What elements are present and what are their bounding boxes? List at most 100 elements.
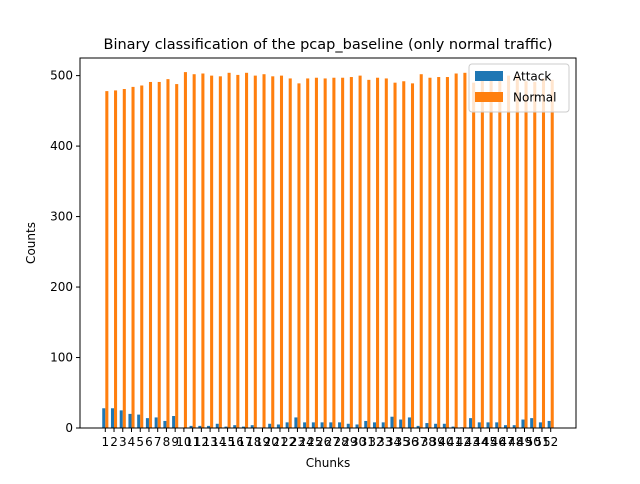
x-tick-label-14: 14: [211, 435, 226, 449]
bar-normal-11: [192, 74, 196, 429]
bar-normal-46: [498, 78, 502, 428]
bar-attack-20: [268, 423, 272, 428]
x-tick-label-27: 27: [325, 435, 340, 449]
bar-normal-13: [210, 75, 214, 429]
x-tick-label-4: 4: [128, 435, 136, 449]
bar-normal-20: [271, 76, 275, 428]
x-tick-label-12: 12: [194, 435, 209, 449]
x-tick-label-44: 44: [473, 435, 488, 449]
bar-attack-23: [294, 417, 298, 428]
x-tick-label-1: 1: [101, 435, 109, 449]
bar-normal-45: [489, 77, 493, 428]
bar-normal-34: [393, 82, 397, 429]
x-tick-label-25: 25: [307, 435, 322, 449]
bar-attack-33: [381, 422, 385, 428]
bar-attack-28: [338, 422, 342, 428]
bar-normal-32: [376, 77, 380, 428]
bar-normal-52: [550, 79, 554, 428]
bar-attack-1: [102, 408, 106, 428]
x-tick-label-11: 11: [185, 435, 200, 449]
y-tick-label-200: 200: [50, 280, 73, 294]
bar-attack-38: [425, 423, 429, 428]
bar-attack-40: [442, 423, 446, 428]
x-tick-label-47: 47: [499, 435, 514, 449]
x-tick-label-49: 49: [517, 435, 532, 449]
bar-normal-25: [314, 77, 318, 428]
x-tick-label-15: 15: [220, 435, 235, 449]
bar-normal-31: [367, 79, 371, 428]
x-tick-label-41: 41: [447, 435, 462, 449]
x-tick-label-23: 23: [290, 435, 305, 449]
x-tick-label-26: 26: [316, 435, 331, 449]
bar-normal-14: [218, 76, 222, 428]
bar-normal-12: [201, 73, 205, 428]
x-tick-label-52: 52: [543, 435, 558, 449]
bar-attack-32: [372, 422, 377, 428]
bar-attack-30: [355, 424, 359, 428]
x-tick-label-7: 7: [154, 435, 162, 449]
bar-attack-37: [416, 425, 420, 428]
bar-attack-50: [530, 418, 534, 428]
bar-attack-48: [512, 425, 516, 428]
bar-attack-3: [119, 410, 123, 428]
bar-normal-39: [437, 77, 441, 428]
x-axis-label: Chunks: [306, 456, 350, 470]
legend-swatch-normal: [475, 92, 503, 102]
bar-normal-41: [454, 73, 458, 428]
bar-normal-10: [183, 72, 187, 428]
x-tick-label-31: 31: [360, 435, 375, 449]
bar-normal-29: [349, 77, 353, 428]
bar-attack-47: [503, 425, 508, 428]
bar-normal-18: [253, 75, 257, 429]
bar-normal-9: [175, 84, 179, 428]
bar-normal-47: [507, 75, 511, 429]
legend-label-attack: Attack: [513, 70, 551, 84]
x-tick-label-50: 50: [526, 435, 541, 449]
x-tick-label-29: 29: [342, 435, 357, 449]
bar-normal-38: [428, 77, 432, 428]
x-tick-label-22: 22: [281, 435, 296, 449]
bar-attack-25: [311, 422, 315, 428]
y-tick-label-500: 500: [50, 69, 73, 83]
bar-normal-6: [148, 81, 153, 429]
x-tick-label-30: 30: [351, 435, 366, 449]
bar-normal-26: [323, 78, 327, 428]
chart-title: Binary classification of the pcap_baseli…: [104, 37, 553, 53]
x-tick-label-3: 3: [119, 435, 127, 449]
bar-normal-37: [419, 74, 423, 429]
bar-attack-9: [172, 416, 176, 428]
bar-attack-14: [215, 423, 219, 428]
bar-attack-8: [163, 420, 167, 428]
bar-attack-24: [303, 422, 307, 428]
bar-normal-36: [410, 83, 415, 429]
x-tick-label-36: 36: [403, 435, 418, 449]
bar-attack-44: [477, 422, 481, 428]
bar-normal-44: [480, 78, 484, 428]
bar-attack-35: [399, 419, 403, 428]
x-tick-label-24: 24: [299, 435, 314, 449]
bar-normal-1: [105, 91, 109, 429]
bar-normal-43: [472, 82, 476, 429]
legend-swatch-attack: [475, 71, 503, 81]
bar-normal-22: [288, 78, 292, 428]
y-tick-label-0: 0: [65, 421, 73, 435]
y-axis: 0 100 200 300 400 500: [50, 69, 80, 435]
bar-normal-7: [157, 81, 161, 429]
bar-normal-49: [524, 81, 528, 428]
bar-attack-31: [364, 420, 368, 428]
x-tick-label-45: 45: [482, 435, 497, 449]
x-tick-label-9: 9: [171, 435, 179, 449]
x-axis: 1 2 3 4 5 6 7 8 91011121314151617181920212223242…: [101, 428, 558, 449]
x-tick-label-20: 20: [264, 435, 279, 449]
bar-normal-4: [131, 86, 135, 429]
x-tick-label-51: 51: [534, 435, 549, 449]
bar-attack-11: [189, 425, 193, 428]
legend: Attack Normal: [468, 63, 570, 113]
bar-normal-23: [297, 83, 301, 429]
bar-attack-27: [329, 422, 333, 428]
x-tick-label-39: 39: [430, 435, 445, 449]
bar-attack-5: [137, 414, 141, 428]
bar-attack-39: [434, 423, 438, 428]
y-tick-label-100: 100: [50, 351, 73, 365]
